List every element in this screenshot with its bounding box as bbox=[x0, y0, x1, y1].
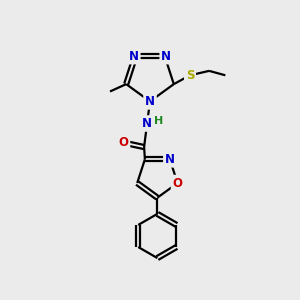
Text: N: N bbox=[165, 153, 175, 166]
Text: O: O bbox=[172, 177, 182, 190]
Text: O: O bbox=[118, 136, 128, 149]
Text: H: H bbox=[154, 116, 163, 126]
Text: N: N bbox=[161, 50, 171, 63]
Text: N: N bbox=[129, 50, 139, 63]
Text: N: N bbox=[142, 117, 152, 130]
Text: N: N bbox=[145, 95, 155, 108]
Text: S: S bbox=[186, 69, 194, 82]
